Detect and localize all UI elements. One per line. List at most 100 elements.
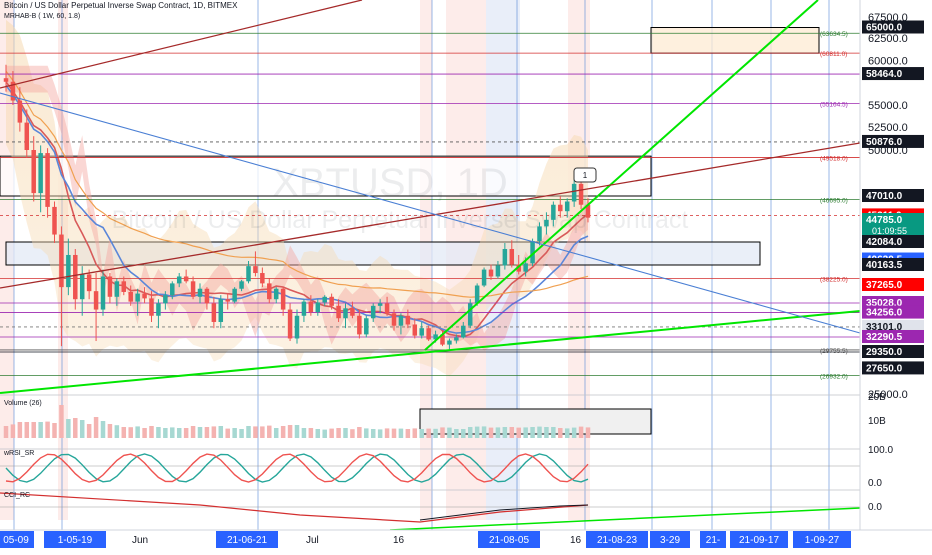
- candle-body-43: [301, 301, 307, 316]
- volume-bar-74: [516, 427, 521, 438]
- candle-body-68: [474, 285, 480, 304]
- candle-body-42: [294, 315, 300, 339]
- volume-bar-9: [66, 419, 71, 438]
- candle-body-1: [10, 81, 16, 101]
- volume-bar-57: [398, 428, 404, 438]
- pane-axis-label-3: 0.0: [868, 478, 882, 489]
- volume-bar-40: [280, 426, 286, 438]
- volume-bar-11: [79, 420, 85, 438]
- watermark-symbol: XBTUSD, 1D: [272, 161, 508, 205]
- volume-bar-35: [246, 426, 251, 438]
- green-support-fan: [424, 0, 819, 351]
- level-label-1: (60811.0): [820, 51, 847, 58]
- candle-body-25: [176, 276, 182, 284]
- red-resistance: [0, 142, 861, 289]
- time-label-1: 1-05-19: [58, 535, 93, 546]
- time-label-8: 21-08-23: [597, 535, 637, 546]
- price-box-3: [862, 189, 924, 202]
- volume-bar-46: [322, 429, 327, 438]
- price-tick-3: 55000.0: [868, 100, 908, 112]
- volume-bar-25: [176, 428, 182, 438]
- orange-envelope-band: [6, 19, 588, 377]
- time-label-9: 3-29: [660, 535, 680, 546]
- volume-bar-69: [481, 426, 487, 438]
- candle-body-69: [481, 269, 487, 286]
- price-box-9: [862, 278, 924, 291]
- volume-bar-15: [107, 424, 113, 438]
- candle-body-36: [253, 266, 258, 274]
- candle-body-77: [537, 226, 542, 242]
- candle-body-61: [426, 328, 431, 340]
- volume-bar-53: [370, 429, 376, 438]
- candle-body-63: [440, 334, 445, 345]
- candle-body-4: [31, 150, 36, 194]
- blue-descending: [0, 92, 861, 334]
- time-label-bg-1: [44, 531, 106, 548]
- volume-bar-20: [142, 428, 147, 438]
- price-box-6: [862, 235, 924, 248]
- price-box-14: [862, 345, 924, 358]
- volume-bar-70: [488, 427, 494, 438]
- price-box-15: [862, 361, 924, 375]
- volume-bar-14: [100, 421, 106, 438]
- volume-bar-54: [377, 429, 383, 438]
- candle-body-38: [267, 283, 272, 300]
- volume-bar-49: [343, 428, 348, 438]
- volume-bar-51: [357, 427, 362, 438]
- volume-bar-18: [128, 427, 133, 438]
- volume-bar-65: [454, 429, 459, 438]
- candle-body-64: [447, 340, 452, 345]
- volume-bar-79: [551, 427, 556, 438]
- level-label-6: (29755.5): [820, 348, 848, 355]
- candle-body-47: [329, 296, 334, 306]
- volume-bar-17: [121, 427, 127, 438]
- time-label-6: 21-08-05: [489, 535, 529, 546]
- volume-bar-21: [149, 426, 154, 438]
- candle-body-76: [530, 241, 535, 264]
- price-box-5: [862, 213, 924, 237]
- candle-body-56: [391, 313, 397, 326]
- volume-bar-27: [190, 426, 196, 438]
- candle-body-59: [412, 324, 418, 336]
- candle-body-34: [239, 281, 244, 289]
- pane-axis-label-4: 0.0: [868, 502, 882, 513]
- green-long-support: [0, 310, 861, 394]
- candle-body-35: [246, 266, 251, 282]
- candle-body-23: [163, 295, 168, 304]
- volume-bar-50: [350, 429, 355, 438]
- volume-bar-26: [183, 428, 189, 438]
- candle-body-66: [461, 325, 466, 338]
- price-box-label-13: 32290.5: [866, 332, 903, 343]
- volume-bar-56: [391, 428, 397, 438]
- volume-bar-41: [287, 425, 293, 438]
- volume-bar-55: [384, 428, 390, 438]
- volume-bar-64: [447, 427, 452, 438]
- volume-bar-61: [426, 428, 431, 438]
- candle-body-73: [509, 248, 515, 265]
- volume-bar-52: [364, 428, 369, 438]
- candle-body-81: [564, 201, 570, 212]
- price-box-11: [862, 305, 924, 319]
- volume-bar-75: [523, 427, 528, 438]
- candle-body-45: [315, 302, 321, 313]
- candle-body-18: [128, 291, 133, 302]
- candle-body-27: [190, 281, 196, 297]
- price-box-2: [862, 134, 924, 148]
- price-tick-4: 52500.0: [868, 122, 908, 134]
- candle-body-39: [273, 288, 279, 300]
- level-label-5: (38225.0): [820, 276, 848, 283]
- volume-pane-label: Volume (26): [4, 400, 42, 407]
- candle-body-14: [100, 276, 106, 310]
- candle-body-28: [197, 288, 203, 297]
- candle-body-19: [135, 293, 140, 302]
- time-label-bg-9: [650, 531, 690, 548]
- price-box-label-2: 50876.0: [866, 137, 903, 148]
- level-label-3: (49518.0): [820, 155, 848, 162]
- candle-body-24: [170, 283, 175, 296]
- volume-bar-32: [225, 428, 230, 438]
- pane-axis-label-1: 10B: [868, 416, 886, 427]
- price-tick-2: 60000.0: [868, 55, 908, 67]
- volume-bar-22: [156, 427, 161, 438]
